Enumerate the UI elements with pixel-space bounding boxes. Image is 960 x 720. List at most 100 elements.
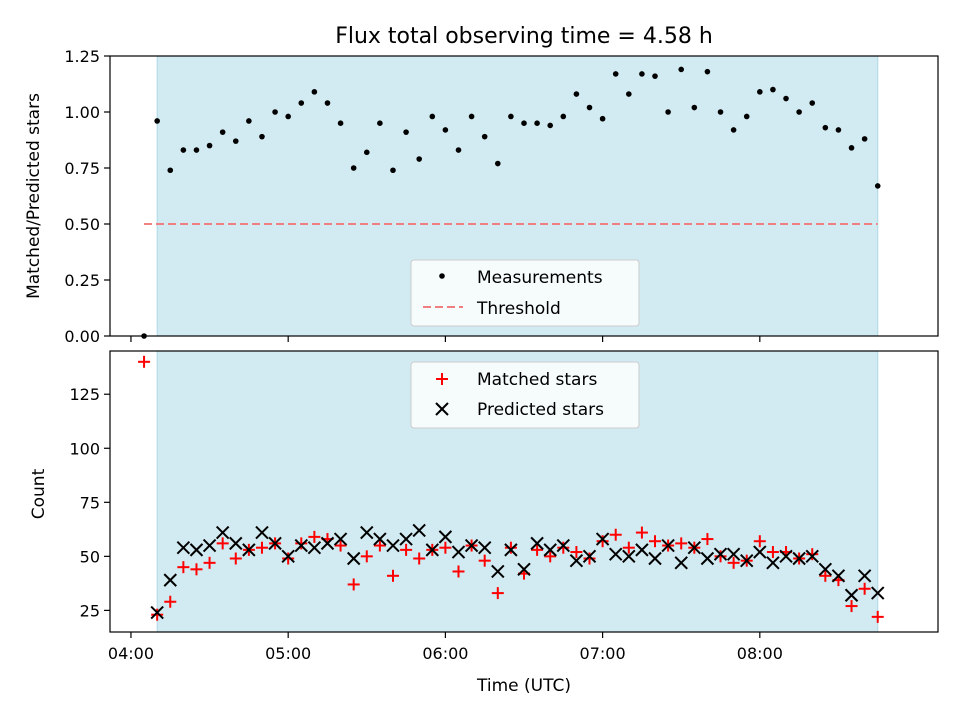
matched-star-point [439,541,452,554]
measurement-point [259,133,265,140]
matched-star-point [478,554,491,567]
predicted-star-point [726,547,741,561]
predicted-star-point [687,540,702,555]
predicted-star-point [648,551,662,566]
bottom-axes-frame [109,350,939,633]
predicted-star-point [635,543,649,557]
top-y-tick-label: 1.25 [64,47,100,66]
predicted-star-point [242,543,256,557]
matched-star-point [544,550,557,563]
predicted-star-point [582,549,597,564]
measurement-point [337,120,344,126]
measurement-point [363,149,370,156]
predicted-star-point [844,588,859,602]
predicted-star-point [320,536,335,551]
matched-star-point [282,552,295,565]
matched-star-point [504,541,517,554]
x-tick-label: 08:00 [737,644,783,663]
predicted-star-point [740,553,754,568]
top-legend: Measurements Threshold [410,259,640,327]
matched-star-point [570,546,583,559]
predicted-star-point [753,545,767,559]
measurement-point [167,167,174,174]
matched-star-point [753,535,766,548]
measurement-point [652,73,658,79]
matched-star-point [334,539,347,552]
predicted-star-point [425,543,439,557]
matched-star-point [845,600,858,613]
predicted-star-point [438,530,453,544]
matched-star-point [635,526,648,539]
predicted-star-point [661,538,675,553]
measurement-point [429,113,436,120]
measurement-point [324,100,331,106]
measurement-point [508,113,514,120]
measurement-point [468,113,475,120]
measurement-point [626,91,632,97]
predicted-star-point [333,532,348,546]
matched-star-point [871,610,884,623]
chart-title: Flux total observing time = 4.58 h [335,24,713,49]
measurement-point [861,136,868,142]
predicted-star-point [163,573,177,587]
x-tick-label: 05:00 [265,644,311,663]
matched-star-point [255,541,268,554]
matched-star-point [675,537,688,550]
predicted-star-point [517,562,531,577]
measurement-point [835,127,842,133]
matched-star-point [190,563,203,576]
top-y-axis-label: Matched/Predicted stars [24,93,44,299]
predicted-star-point [713,547,728,561]
matched-star-point [858,582,871,595]
predicted-star-point [818,562,833,577]
predicted-star-point [871,586,885,600]
predicted-star-point [307,540,322,555]
matched-star-point [766,546,779,559]
matched-star-point [531,543,544,556]
measurement-point [180,147,187,153]
predicted-star-point [792,551,806,566]
predicted-star-point [609,547,623,561]
top-y-tick-label: 0.75 [64,159,100,178]
predicted-star-point [530,536,544,551]
legend-marker-measurements [439,273,445,279]
measurement-point [547,122,554,129]
measurement-point [219,129,226,135]
matched-star-point [164,595,177,608]
top-legend-box [410,259,640,327]
x-tick-label: 07:00 [580,644,626,663]
top-y-tick-label: 0.00 [64,327,100,346]
predicted-star-point [360,525,374,540]
legend-label-predicted: Predicted stars [477,400,604,420]
predicted-star-point [779,549,793,564]
predicted-star-point [176,540,191,555]
x-tick-label: 06:00 [422,644,468,663]
measurement-point [599,115,606,122]
measurement-point [874,183,881,189]
legend-label-measurements: Measurements [477,268,603,288]
measurement-point [770,86,776,93]
predicted-star-point [386,538,400,553]
predicted-star-point [215,525,230,540]
measurement-point [442,127,449,133]
predicted-star-point [504,543,518,557]
matched-star-point [360,550,373,563]
measurement-point [783,95,789,102]
matched-star-point [400,543,413,556]
measurement-point [534,120,540,126]
predicted-star-point [831,569,846,583]
measurement-point [757,89,763,95]
predicted-star-point [477,540,492,555]
matched-star-point [452,565,465,578]
measurement-point [809,100,816,106]
top-y-tick-label: 0.50 [64,215,100,234]
measurement-point [390,167,396,174]
legend-label-threshold: Threshold [476,299,561,319]
measurement-point [481,133,488,140]
predicted-star-point [268,536,282,551]
predicted-star-point [857,569,872,583]
matched-star-point [295,537,308,550]
measurement-point [377,120,383,126]
predicted-star-point [399,532,413,546]
predicted-star-point [255,525,269,540]
